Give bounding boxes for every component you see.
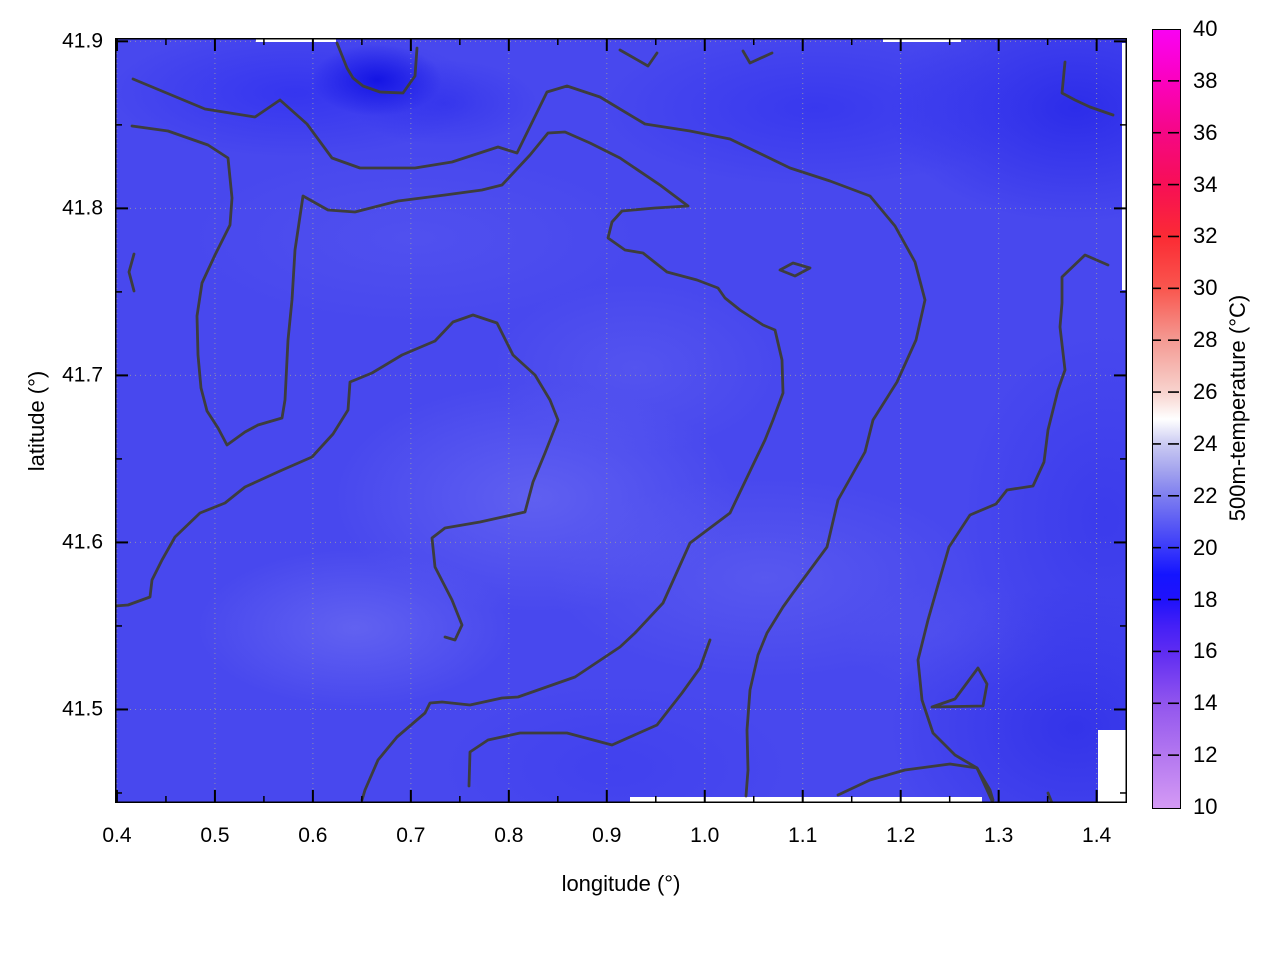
contour-line-outer-20C-top-right [131,77,927,798]
y-tick-label: 41.9 [62,29,103,53]
colorbar-tick-label: 28 [1193,327,1218,353]
temperature-heat-field [115,38,1127,803]
missing-data-gap [256,38,336,42]
contour-line-inner-sw-loop [115,313,560,642]
colorbar-tick-label: 24 [1193,430,1218,456]
contour-line-top-right-corner-line [1060,60,1115,117]
colorbar-tick-label: 36 [1193,119,1218,145]
colorbar [1152,29,1181,809]
missing-data-gap [883,38,961,42]
contour-line-right-side-line [916,253,1110,802]
colorbar-tick-label: 26 [1193,379,1218,405]
x-tick-label: 1.1 [788,824,818,847]
colorbar-tick-label: 20 [1193,534,1218,560]
contour-line-inner-hairpin-east-arm [130,124,785,802]
contour-line-small-triangle [930,666,989,709]
colorbar-tick-label: 22 [1193,482,1218,508]
contour-line-top-small-v-2 [741,49,774,65]
x-tick-label: 0.9 [592,824,622,847]
y-tick-label: 41.5 [62,697,103,721]
y-tick-label: 41.8 [62,196,103,220]
x-tick-label: 0.6 [298,824,328,847]
contour-line-bottom-right-lambda [836,762,995,803]
x-axis-title: longitude (°) [561,871,681,896]
colorbar-tick-label: 30 [1193,275,1218,301]
plot-area [115,38,1127,803]
contour-line-bottom-center-wiggle [467,638,712,788]
colorbar-tick-label: 18 [1193,586,1218,612]
contour-line-bottom-stub [1046,791,1054,803]
colorbar-tick-label: 32 [1193,223,1218,249]
x-tick-label: 1.0 [690,824,720,847]
colorbar-tick-label: 12 [1193,742,1218,768]
y-tick-label: 41.6 [62,530,103,554]
contour-overlay [115,38,1127,803]
x-tick-label: 1.4 [1082,824,1112,847]
colorbar-tick-label: 14 [1193,690,1218,716]
x-tick-label: 0.4 [102,824,132,847]
y-tick-label: 41.7 [62,363,103,387]
colorbar-tick-label: 40 [1193,16,1218,41]
colorbar-tick-label: 38 [1193,67,1218,93]
x-tick-label: 1.3 [984,824,1014,847]
plot-border [115,38,1127,803]
contour-line-top-small-v-1 [618,48,659,68]
x-tick-label: 0.5 [200,824,230,847]
colorbar-ticks [1152,80,1179,756]
missing-data-gap [1122,43,1127,290]
x-tick-label: 0.8 [494,824,524,847]
y-axis-title: latitude (°) [24,370,49,471]
colorbar-title: 500m-temperature (°C) [1225,294,1250,522]
missing-data-gap [630,797,982,803]
contour-line-small-diamond [778,261,812,278]
missing-data-gap [1098,730,1127,803]
colorbar-tick-label: 34 [1193,171,1218,197]
x-tick-label: 0.7 [396,824,426,847]
colorbar-tick-label: 16 [1193,638,1218,664]
contour-line-top-blob-arc [335,41,419,95]
contour-line-left-edge-arc [127,252,136,293]
x-tick-label: 1.2 [886,824,916,847]
colorbar-tick-label: 10 [1193,794,1218,819]
